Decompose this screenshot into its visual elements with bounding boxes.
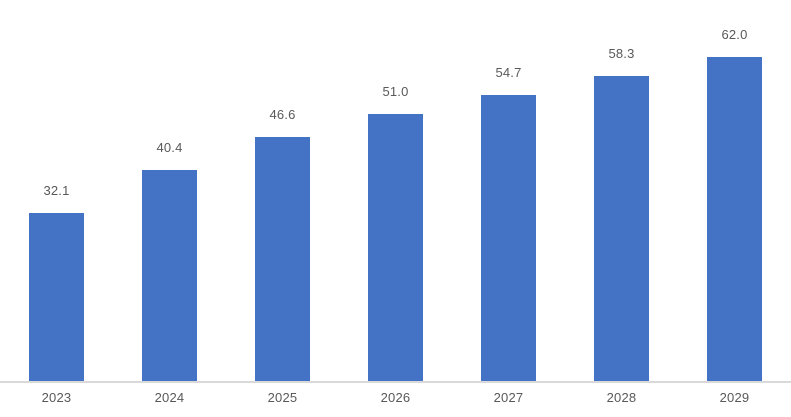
plot-area: 32.1 40.4 46.6 51.0 54.7 58.3 62.0 <box>0 0 791 383</box>
x-axis: 2023 2024 2025 2026 2027 2028 2029 <box>0 383 791 405</box>
bar-value-label: 54.7 <box>495 65 522 80</box>
bar-value-label: 40.4 <box>156 140 183 155</box>
bar <box>255 137 310 381</box>
bar <box>368 114 423 381</box>
x-axis-tick-label: 2026 <box>380 390 411 405</box>
bar-group: 58.3 <box>565 0 678 381</box>
bar <box>481 95 536 381</box>
x-axis-tick-label: 2027 <box>493 390 524 405</box>
bar-group: 51.0 <box>339 0 452 381</box>
bar-group: 46.6 <box>226 0 339 381</box>
bar-group: 32.1 <box>0 0 113 381</box>
bar-value-label: 62.0 <box>721 27 748 42</box>
bar <box>594 76 649 381</box>
bar-group: 54.7 <box>452 0 565 381</box>
x-axis-tick-label: 2024 <box>154 390 185 405</box>
x-axis-tick-label: 2023 <box>41 390 72 405</box>
bar-value-label: 46.6 <box>269 107 296 122</box>
bar-group: 62.0 <box>678 0 791 381</box>
x-axis-tick-label: 2028 <box>606 390 637 405</box>
bar <box>707 57 762 381</box>
bar <box>142 170 197 381</box>
bar-value-label: 32.1 <box>43 183 70 198</box>
x-axis-tick-label: 2029 <box>719 390 750 405</box>
bar-value-label: 51.0 <box>382 84 409 99</box>
x-axis-tick-label: 2025 <box>267 390 298 405</box>
bar-group: 40.4 <box>113 0 226 381</box>
bar <box>29 213 84 381</box>
bar-value-label: 58.3 <box>608 46 635 61</box>
